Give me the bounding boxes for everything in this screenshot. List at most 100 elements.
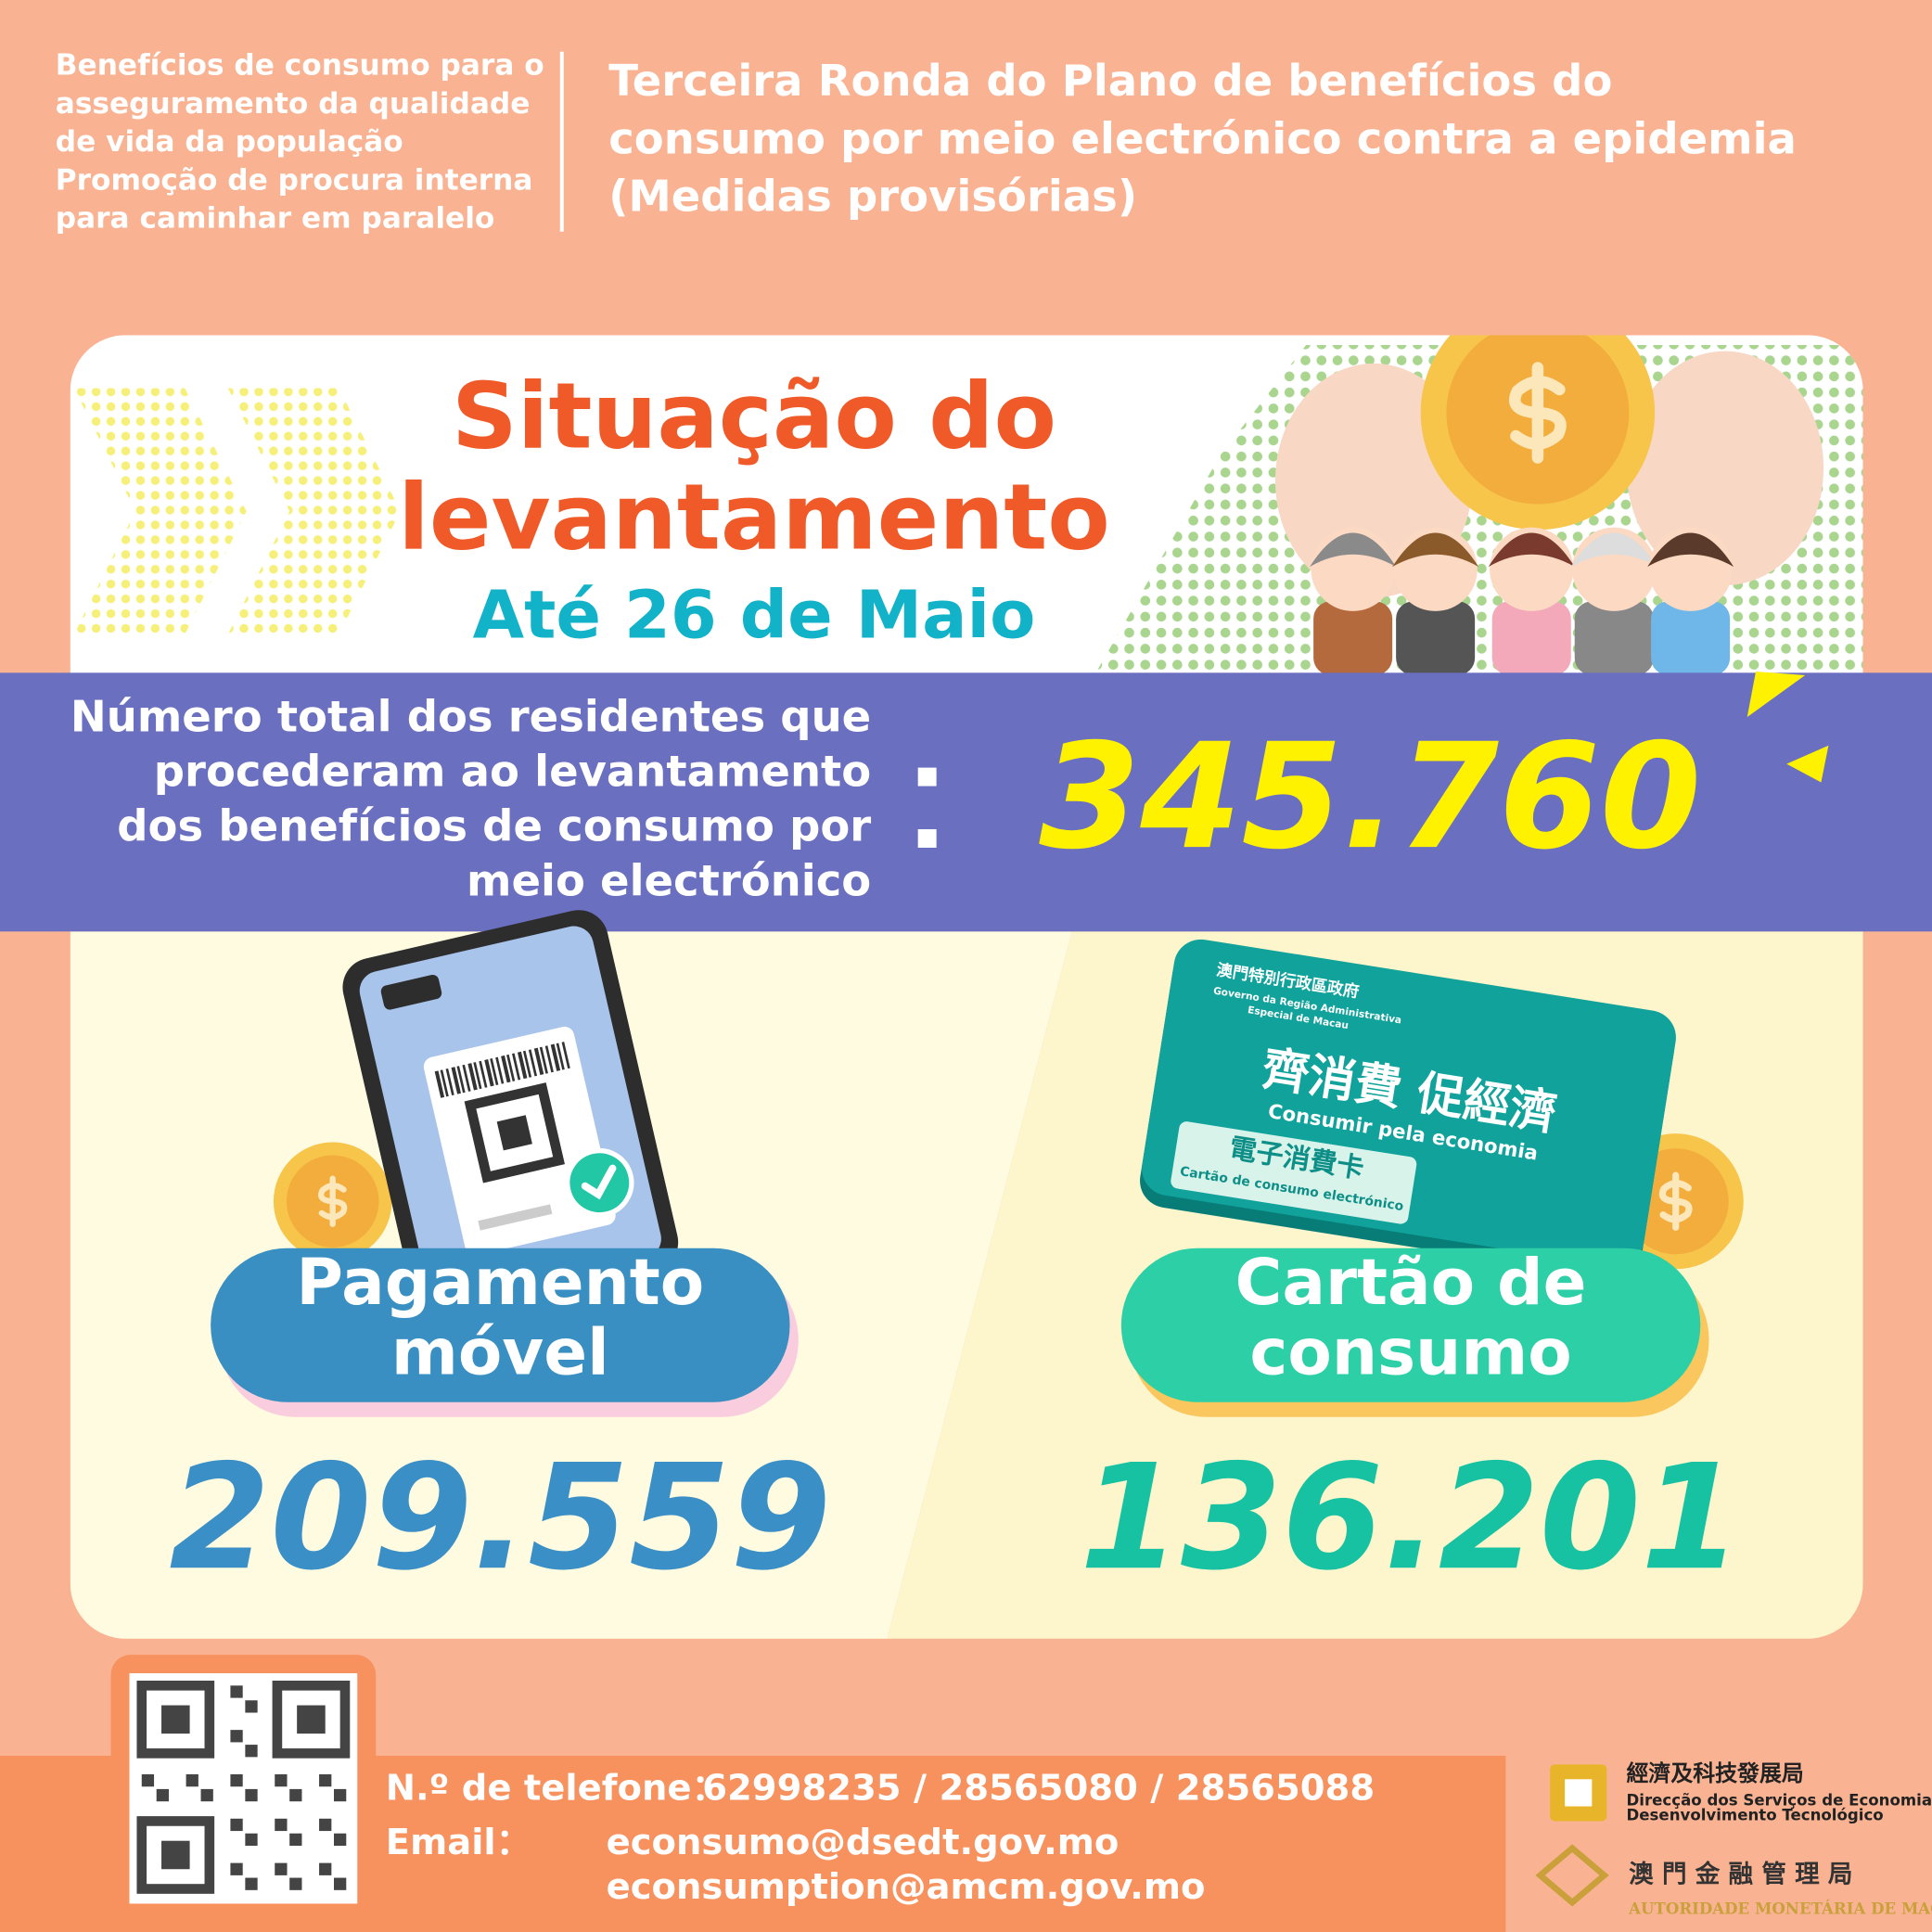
qr-finder-core: [161, 1705, 190, 1734]
total-band: [0, 672, 1932, 932]
dollar-sign: [318, 1175, 348, 1227]
barcode-bar: [479, 1060, 488, 1088]
header-title: Terceira Ronda do Plano de benefícios do: [608, 56, 1612, 106]
qr-module: [289, 1833, 302, 1847]
phone-label: N.º de telefone：: [386, 1768, 727, 1810]
dollar-sign: [1658, 1171, 1693, 1231]
amcm-name: 澳 門 金 融 管 理 局: [1629, 1860, 1852, 1888]
qr-module: [141, 1773, 155, 1787]
check-mark: [581, 1164, 617, 1200]
barcode-bar: [522, 1050, 532, 1078]
qr-module: [230, 1818, 243, 1832]
email-label: Email：: [386, 1822, 531, 1863]
qr-module: [289, 1788, 302, 1802]
header-title: (Medidas provisórias): [608, 172, 1137, 222]
colon-dot: [917, 829, 937, 848]
ticket-bar: [478, 1204, 553, 1231]
qr-module: [245, 1877, 258, 1890]
dollar-sign: [1509, 362, 1567, 464]
method-pill: [211, 1247, 790, 1402]
method-pill: [1120, 1247, 1701, 1402]
hand: [1626, 351, 1824, 586]
banner-date: Até 26 de Maio: [473, 576, 1036, 654]
qr-module: [334, 1877, 347, 1890]
barcode-bar: [517, 1051, 528, 1080]
person-hair: [1488, 532, 1575, 568]
qr-module: [230, 1730, 243, 1743]
header-title: consumo por meio electrónico contra a ep…: [608, 113, 1797, 163]
phone: [342, 910, 679, 1320]
qr-module: [334, 1833, 347, 1847]
barcode-bar: [451, 1067, 461, 1094]
barcode-bar: [539, 1046, 548, 1074]
qr-icon: [464, 1082, 565, 1184]
qr-module: [319, 1818, 332, 1832]
method-label: Cartão de: [1235, 1246, 1587, 1320]
qr-finder-core: [161, 1840, 190, 1870]
barcode-bar: [490, 1057, 499, 1086]
method-label: consumo: [1249, 1316, 1571, 1390]
total-value: 345.760: [1039, 712, 1701, 881]
header-subtitle: Benefícios de consumo para o: [56, 49, 544, 83]
dsedt-name: Direcção dos Serviços de Economia e: [1627, 1792, 1932, 1810]
phone-numbers: 62998235 / 28565080 / 28565088: [702, 1768, 1375, 1810]
barcode-bar: [528, 1049, 538, 1077]
qr-module: [186, 1773, 198, 1787]
barcode-bar: [495, 1056, 505, 1084]
dsedt-name: 經濟及科技發展局: [1627, 1760, 1804, 1786]
barcode-bar: [544, 1045, 554, 1073]
total-label: meio electrónico: [467, 856, 871, 906]
person-body: [1574, 601, 1654, 675]
qr-finder-core: [297, 1705, 326, 1734]
barcode-bar: [512, 1053, 521, 1081]
total-label: procederam ao levantamento: [154, 746, 871, 796]
qr-module: [334, 1788, 347, 1802]
phone-notch: [380, 974, 442, 1010]
chevron: [227, 388, 401, 635]
dsedt-logo-inner: [1565, 1779, 1593, 1807]
barcode-bar: [473, 1062, 482, 1090]
barcode-bar: [462, 1064, 471, 1092]
qr-module: [245, 1700, 258, 1713]
colon-dot: [917, 767, 937, 787]
qr-finder: [272, 1680, 351, 1759]
barcode-bar: [561, 1042, 570, 1069]
qr-module: [275, 1773, 288, 1787]
qr-module: [245, 1788, 258, 1802]
barcode-bar: [484, 1059, 494, 1087]
qr-module: [230, 1685, 243, 1698]
method-label: móvel: [391, 1316, 609, 1390]
qr-module: [230, 1862, 243, 1875]
qr-module: [200, 1788, 213, 1802]
header-subtitle: asseguramento da qualidade: [56, 87, 531, 121]
qr-module: [230, 1773, 243, 1787]
barcode-bar: [550, 1043, 561, 1071]
qr-module: [319, 1773, 332, 1787]
qr-module: [275, 1818, 288, 1832]
main-card: [70, 335, 1863, 1639]
qr-module: [275, 1862, 288, 1875]
header-subtitle: para caminhar em paralelo: [56, 201, 495, 235]
qr-finder: [136, 1680, 215, 1759]
qr-module: [156, 1788, 169, 1802]
sparkle: [1746, 672, 1806, 718]
banner-title: Situação do: [452, 365, 1056, 470]
qr-module: [319, 1862, 332, 1875]
barcode-bar: [501, 1055, 511, 1083]
barcode-bar: [556, 1043, 565, 1070]
qr-module: [289, 1877, 302, 1890]
person-body: [1396, 601, 1476, 675]
barcode-bar: [434, 1070, 445, 1098]
email: econsumption@amcm.gov.mo: [607, 1866, 1206, 1908]
person-body: [1313, 601, 1393, 675]
barcode-bar: [533, 1047, 544, 1076]
person-hair: [1647, 532, 1734, 568]
method-value: 136.201: [1080, 1433, 1742, 1602]
qr-module: [245, 1833, 258, 1847]
barcode-bar: [506, 1054, 516, 1081]
person-hair: [1310, 532, 1397, 568]
person-body: [1651, 601, 1731, 675]
method-label: Pagamento: [296, 1246, 704, 1320]
